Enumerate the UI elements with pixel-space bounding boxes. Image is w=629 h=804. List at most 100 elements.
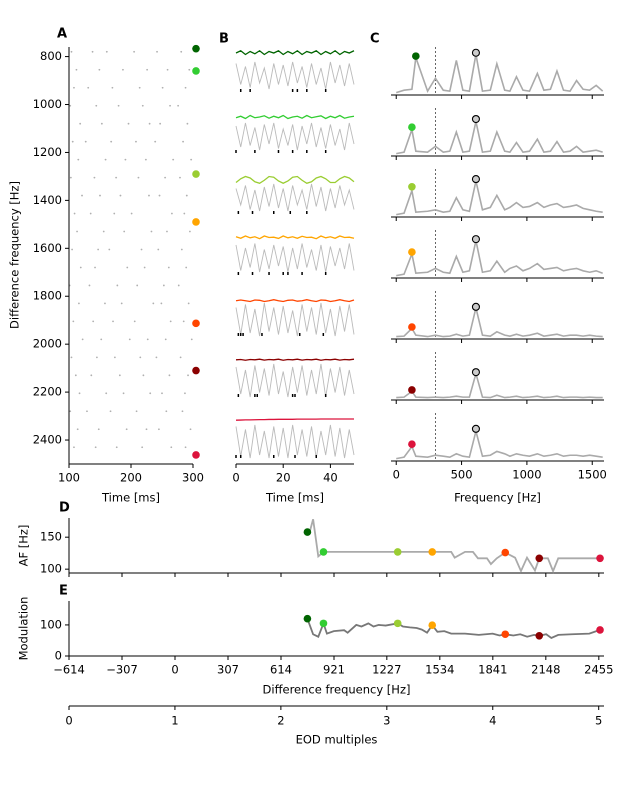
y-tick-label: 100 <box>40 562 62 576</box>
raster-spike <box>159 122 162 125</box>
envelope-trace <box>235 358 355 361</box>
raster-spike <box>162 284 165 287</box>
y-tick-label: 1000 <box>33 97 62 111</box>
panel-letter: A <box>57 27 67 42</box>
raster-spike <box>166 230 168 233</box>
raster-spike <box>143 266 146 269</box>
signal-trace <box>235 122 355 151</box>
raster-spike <box>100 122 103 125</box>
data-point <box>535 554 544 563</box>
raster-spike <box>96 356 98 359</box>
envelope-trace <box>235 299 355 303</box>
raster-spike <box>183 212 186 215</box>
raster-spike <box>138 86 141 89</box>
raster-spike <box>126 266 129 269</box>
raster-spike <box>94 266 96 269</box>
raster-spike <box>73 446 75 449</box>
data-point <box>501 630 510 639</box>
x-tick-label: 40 <box>323 471 338 485</box>
frequency-marker <box>192 170 200 178</box>
raster-spike <box>158 194 161 197</box>
x2-tick-label: 1 <box>171 714 178 728</box>
x2-axis-label: EOD multiples <box>296 733 378 747</box>
raster-spike <box>93 176 96 179</box>
peak-marker <box>412 52 420 60</box>
y-axis-label: Difference frequency [Hz] <box>8 181 22 329</box>
y-tick-label: 1600 <box>33 241 62 255</box>
data-point <box>428 621 437 630</box>
raster-spike <box>169 104 171 107</box>
x-tick-label: 100 <box>58 471 80 485</box>
data-line <box>306 618 601 640</box>
raster-spike <box>97 248 100 251</box>
x-tick-label: 307 <box>217 663 239 677</box>
data-point <box>501 548 510 557</box>
raster-spike <box>167 266 170 269</box>
raster-spike <box>165 410 168 413</box>
x-tick-label: 921 <box>323 663 345 677</box>
raster-spike <box>127 122 130 125</box>
raster-spike <box>97 428 100 431</box>
x-tick-label: 200 <box>120 471 142 485</box>
raster-spike <box>190 338 193 341</box>
reference-marker <box>471 114 480 124</box>
x-tick-label: 2148 <box>531 663 560 677</box>
x-tick-label: 20 <box>276 471 291 485</box>
raster-spike <box>124 158 127 161</box>
raster-spike <box>149 392 152 395</box>
raster-spike <box>88 284 91 287</box>
raster-spike <box>123 230 126 233</box>
x2-tick-label: 0 <box>65 714 72 728</box>
x2-tick-label: 3 <box>383 714 390 728</box>
x2-tick-label: 4 <box>489 714 496 728</box>
raster-spike <box>130 212 133 215</box>
raster-spike <box>177 284 180 287</box>
y-axis-label: AF [Hz] <box>17 525 31 567</box>
raster-spike <box>115 176 118 179</box>
raster-spike <box>105 392 108 395</box>
raster-spike <box>145 428 148 431</box>
signal-trace <box>235 243 355 273</box>
spectrum-line <box>396 307 603 338</box>
signal-trace <box>235 183 355 212</box>
raster-spike <box>157 248 160 251</box>
frequency-marker <box>192 366 200 375</box>
raster-spike <box>169 320 172 323</box>
spectrum-line <box>396 431 603 460</box>
y-tick-label: 0 <box>55 649 62 663</box>
raster-spike <box>79 266 82 269</box>
raster-spike <box>172 158 175 161</box>
raster-spike <box>185 266 188 269</box>
peak-marker <box>408 123 416 131</box>
raster-spike <box>184 86 187 89</box>
raster-spike <box>115 446 118 449</box>
raster-spike <box>71 248 73 251</box>
y-tick-label: 2200 <box>33 385 62 399</box>
raster-spike <box>164 176 167 179</box>
raster-spike <box>177 104 180 107</box>
raster-spike <box>76 230 78 233</box>
x-axis-label: Time [ms] <box>101 491 160 505</box>
x-tick-label: 0 <box>393 468 400 482</box>
raster-spike <box>104 302 106 305</box>
data-point <box>393 548 402 556</box>
raster-spike <box>105 50 108 53</box>
x-tick-label: 1500 <box>578 468 607 482</box>
spectrum-line <box>396 180 603 216</box>
data-point <box>393 619 402 628</box>
raster-spike <box>182 140 184 143</box>
data-point <box>303 528 312 536</box>
raster-spike <box>70 356 73 359</box>
raster-spike <box>111 86 114 89</box>
raster-spike <box>179 356 182 359</box>
x-tick-label: 614 <box>270 663 292 677</box>
raster-spike <box>78 302 80 305</box>
raster-spike <box>84 140 87 143</box>
spectrum-line <box>396 370 603 399</box>
reference-marker <box>471 175 480 184</box>
x-tick-label: −307 <box>106 663 138 677</box>
raster-spike <box>81 194 83 197</box>
raster-spike <box>69 104 72 107</box>
raster-spike <box>146 68 149 71</box>
y-tick-label: 1200 <box>33 145 62 159</box>
